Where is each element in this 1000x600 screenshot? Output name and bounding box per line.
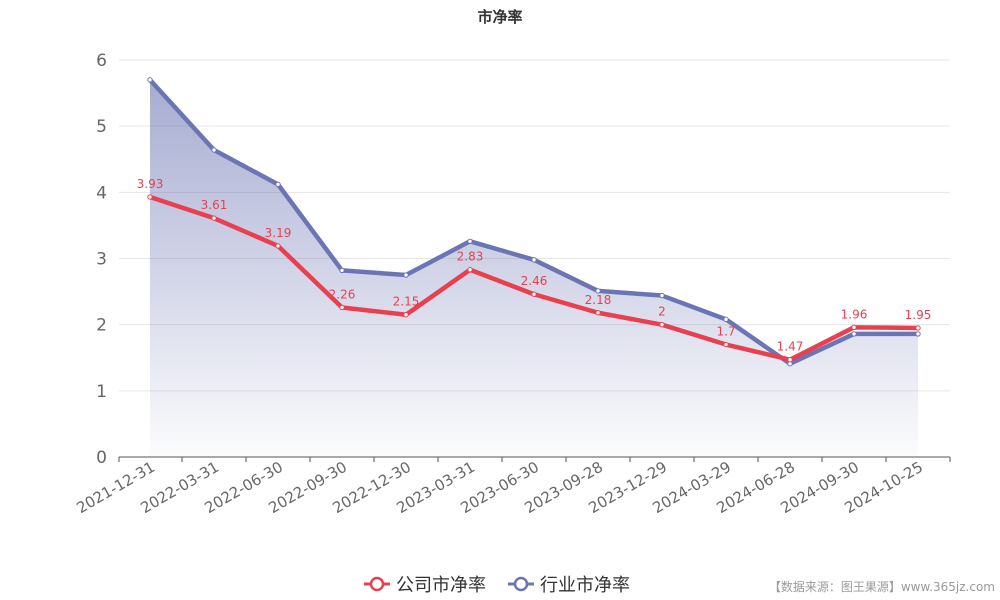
legend-item-industry[interactable]: 行业市净率 [508, 575, 630, 596]
data-label: 2 [658, 305, 666, 319]
company-series-point[interactable] [787, 357, 793, 363]
data-label: 3.19 [265, 226, 292, 240]
industry-series-point[interactable] [659, 292, 665, 299]
company-series-point[interactable] [531, 291, 537, 297]
data-labels: 3.93 3.61 3.19 2.26 2.15 2.83 2.46 2.18 2 1.7 1.47… [137, 177, 932, 354]
company-series-point[interactable] [147, 194, 153, 200]
industry-series-point[interactable] [595, 288, 601, 294]
legend-marker [513, 576, 529, 592]
y-tick-label: 2 [96, 316, 107, 336]
industry-series-point[interactable] [851, 331, 857, 337]
legend-marker [369, 576, 385, 592]
data-label: 1.7 [716, 325, 735, 339]
data-label: 2.15 [393, 295, 420, 309]
company-series-point[interactable] [467, 267, 473, 273]
industry-series-point[interactable] [275, 181, 281, 188]
industry-area [150, 79, 918, 457]
data-label: 2.83 [457, 250, 484, 264]
industry-series-point[interactable] [723, 316, 729, 323]
company-series-point[interactable] [275, 243, 281, 249]
industry-series-point[interactable] [531, 257, 537, 263]
industry-series-point[interactable] [915, 331, 921, 337]
data-label: 1.95 [905, 308, 932, 322]
y-tick-label: 6 [96, 51, 107, 71]
industry-series-point[interactable] [211, 147, 217, 153]
industry-series-point[interactable] [339, 267, 345, 274]
company-series-point[interactable] [659, 321, 665, 328]
legend-label: 行业市净率 [540, 575, 630, 596]
data-label: 1.96 [841, 307, 868, 321]
data-label: 1.47 [777, 340, 804, 354]
data-label: 2.46 [521, 274, 548, 288]
data-label: 3.61 [201, 198, 228, 212]
y-tick-label: 1 [96, 382, 107, 402]
industry-series-point[interactable] [467, 238, 473, 244]
company-series-point[interactable] [403, 312, 409, 318]
y-tick-label: 3 [96, 250, 107, 270]
industry-series-point[interactable] [403, 272, 409, 278]
legend[interactable]: 公司市净率 行业市净率 [364, 575, 630, 596]
y-tick-label: 0 [96, 448, 107, 468]
company-series-point[interactable] [915, 325, 921, 331]
company-series-point[interactable] [851, 324, 857, 331]
chart-title: 市净率 [477, 8, 522, 26]
company-series-point[interactable] [595, 310, 601, 316]
legend-label: 公司市净率 [396, 575, 486, 596]
series-layer [147, 77, 921, 367]
data-label: 3.93 [137, 177, 164, 191]
company-series-point[interactable] [339, 304, 345, 311]
legend-item-company[interactable]: 公司市净率 [364, 575, 486, 596]
data-label: 2.18 [585, 293, 612, 307]
industry-series-point[interactable] [147, 77, 153, 83]
watermark: 【数据来源：图王果源】www.365jz.com [769, 579, 995, 594]
company-series-point[interactable] [723, 341, 729, 348]
data-label: 2.26 [329, 287, 356, 301]
company-series-point[interactable] [211, 215, 217, 221]
area-layer [150, 79, 918, 457]
y-tick-label: 4 [96, 183, 107, 203]
y-tick-label: 5 [96, 117, 107, 137]
